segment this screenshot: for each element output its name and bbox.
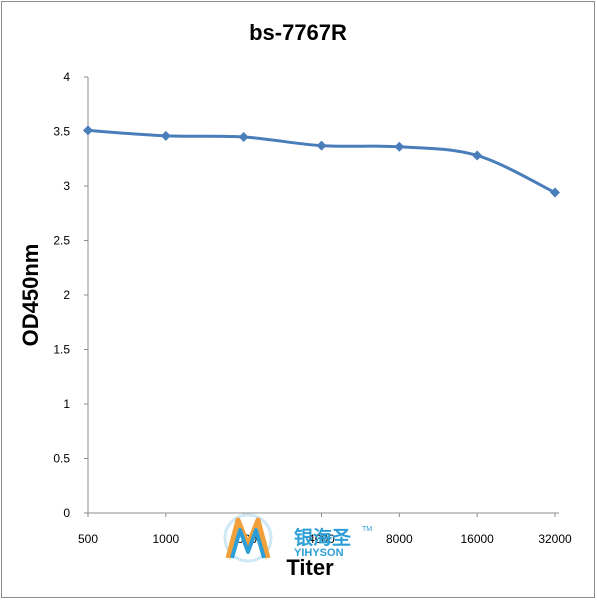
y-tick-label: 2 <box>63 288 70 302</box>
y-tick-label: 3 <box>63 179 70 193</box>
y-tick-label: 3.5 <box>53 125 70 139</box>
data-point <box>83 125 93 136</box>
series-line <box>86 128 557 195</box>
data-point <box>160 130 171 141</box>
watermark-tm: TM <box>362 526 372 533</box>
x-tick-label: 4000 <box>308 532 335 546</box>
y-tick-label: 1 <box>63 397 70 411</box>
y-tick-label: 0 <box>63 506 70 520</box>
x-tick-label: 8000 <box>386 532 413 546</box>
data-point <box>238 131 249 142</box>
logo-wave-blue <box>230 528 266 559</box>
watermark-name-en: YIHYSON <box>294 547 344 559</box>
chart-title: bs-7767R <box>249 20 347 45</box>
x-tick-label: 1000 <box>152 532 179 546</box>
data-point <box>472 150 483 161</box>
x-tick-label: 16000 <box>460 532 494 546</box>
y-tick-label: 0.5 <box>53 452 70 466</box>
x-tick-label: 32000 <box>538 532 572 546</box>
logo-wave-orange <box>225 517 271 559</box>
logo-ring-icon <box>223 513 273 563</box>
data-point <box>550 187 560 198</box>
data-point <box>394 141 405 152</box>
x-tick-label: 500 <box>78 532 98 546</box>
watermark-name-cn: 银海圣 <box>294 526 352 549</box>
y-tick-label: 4 <box>63 70 70 84</box>
watermark-logo: 银海圣 TM YIHYSON <box>223 513 372 563</box>
data-point <box>316 140 327 151</box>
y-axis-title: OD450nm <box>18 244 43 347</box>
y-tick-label: 1.5 <box>53 343 70 357</box>
y-tick-label: 2.5 <box>53 234 70 248</box>
x-axis-title: Titer <box>286 555 334 580</box>
